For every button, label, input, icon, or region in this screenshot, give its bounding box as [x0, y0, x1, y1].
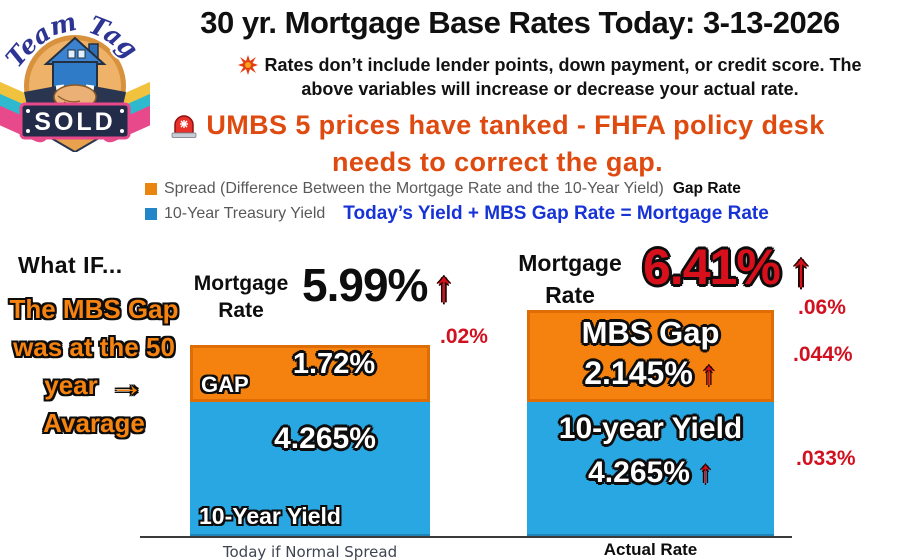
right-bar-yield-segment: 10-year Yield 4.265% ↑: [527, 402, 774, 537]
what-if-line1: The MBS Gap: [9, 294, 179, 324]
up-arrow-icon: ↑: [433, 263, 455, 311]
alert-banner: UMBS 5 prices have tanked - FHFA policy …: [120, 107, 875, 181]
spread-swatch-icon: [145, 183, 157, 195]
sold-banner: SOLD: [19, 102, 131, 152]
left-bar-yield-segment: 4.265% 10-Year Yield: [190, 402, 430, 537]
disclaimer: Rates don’t include lender points, down …: [205, 53, 895, 101]
up-arrow-icon: ↑: [697, 456, 713, 489]
burst-icon: [238, 55, 259, 75]
right-bar-gap-segment: MBS Gap 2.145% ↑: [527, 310, 774, 402]
alert-text-1: UMBS 5 prices have tanked - FHFA policy …: [206, 110, 825, 140]
right-yield-value: 4.265% ↑: [588, 456, 713, 489]
axis-label-actual-rate: Actual Rate: [603, 540, 698, 559]
left-total-change: .02%: [440, 325, 488, 348]
disclaimer-text-1: Rates don’t include lender points, down …: [264, 55, 862, 75]
rate-formula: Today’s Yield + MBS Gap Rate = Mortgage …: [343, 203, 769, 224]
legend-yield-label: 10-Year Treasury Yield: [164, 205, 326, 222]
x-axis-line: [140, 536, 792, 538]
left-yield-value: 4.265%: [274, 422, 376, 455]
right-bar-header: Mortgage Rate: [518, 250, 622, 308]
disclaimer-line1: Rates don’t include lender points, down …: [205, 53, 895, 77]
left-bar-header: Mortgage Rate: [193, 272, 289, 322]
gap-rate-label: Gap Rate: [672, 180, 741, 197]
legend-row-yield: 10-Year Treasury Yield Today’s Yield + M…: [145, 203, 769, 225]
right-yield-label: 10-year Yield: [558, 412, 743, 445]
right-arrow-icon: →: [109, 366, 144, 404]
disclaimer-line2: above variables will increase or decreas…: [301, 79, 799, 99]
right-gap-value: 2.145% ↑: [584, 355, 717, 391]
what-if-line3: year: [44, 370, 98, 400]
left-gap-value: 1.72%: [292, 348, 376, 380]
what-if-heading: What IF...: [18, 252, 123, 278]
page-title: 30 yr. Mortgage Base Rates Today: 3-13-2…: [200, 5, 840, 40]
right-gap-change: .044%: [793, 343, 853, 366]
axis-label-normal-spread: Today if Normal Spread: [222, 543, 398, 560]
logo-banner-text: SOLD: [34, 108, 115, 136]
left-bar-gap-segment: 1.72% GAP: [190, 345, 430, 402]
left-bar-total: 5.99%: [302, 259, 428, 311]
alert-line2: needs to correct the gap.: [331, 147, 664, 177]
what-if-line4: Avarage: [43, 408, 145, 438]
left-gap-label: GAP: [201, 372, 249, 397]
what-if-note: The MBS Gap was at the 50 year → Avarage: [2, 290, 186, 442]
legend-row-spread: Spread (Difference Between the Mortgage …: [145, 180, 741, 198]
what-if-line2: was at the 50: [13, 332, 175, 362]
alert-line1: UMBS 5 prices have tanked - FHFA policy …: [120, 107, 875, 144]
legend-spread-label: Spread (Difference Between the Mortgage …: [164, 180, 664, 197]
right-total-change: .06%: [798, 296, 846, 319]
up-arrow-icon: ↑: [700, 355, 717, 391]
right-bar-total: 6.41%: [643, 239, 781, 295]
yield-swatch-icon: [145, 208, 157, 220]
up-arrow-icon: ↑: [789, 244, 813, 297]
right-gap-label: MBS Gap: [581, 315, 720, 350]
team-tag-it-logo: SOLD Team Tag It: [0, 0, 150, 152]
left-yield-label: 10-Year Yield: [199, 503, 341, 529]
siren-icon: [171, 115, 197, 138]
right-yield-change: .033%: [796, 447, 856, 470]
